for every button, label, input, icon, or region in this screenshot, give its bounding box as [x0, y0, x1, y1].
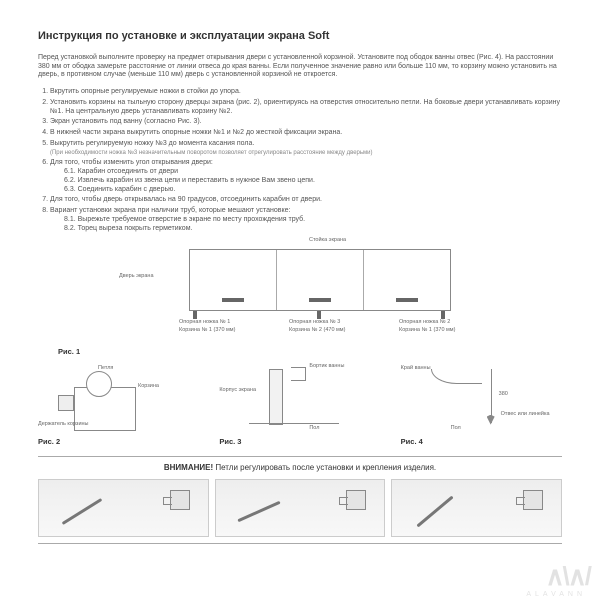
step-8: Вариант установки экрана при наличии тру… — [50, 207, 562, 233]
fig4-l-edge: Край ванны — [401, 365, 431, 372]
step-6-2: 6.2. Извлечь карабин из звена цепи и пер… — [50, 177, 562, 186]
leg-icon — [193, 311, 197, 319]
handle-icon — [309, 298, 331, 302]
fig4-l-dist: 380 — [499, 391, 508, 398]
fig1-leg1: Опорная ножка № 1 — [179, 319, 230, 326]
fig3-l-tub: Бортик ванны — [309, 363, 344, 370]
handle-icon — [222, 298, 244, 302]
step-3: Экран установить под ванну (согласно Рис… — [50, 118, 562, 127]
fig3-floor — [249, 423, 339, 424]
step-8-2: 8.2. Торец выреза покрыть герметиком. — [50, 225, 562, 234]
fig2-bracket — [58, 395, 74, 411]
attention-image-3 — [391, 479, 562, 537]
step-6-3: 6.3. Соединить карабин с дверью. — [50, 186, 562, 195]
hinge-icon — [523, 490, 543, 510]
fig1-door-3 — [364, 250, 450, 310]
step-6-1: 6.1. Карабин отсоединить от двери — [50, 168, 562, 177]
fig2-l-basket: Корзина — [138, 383, 159, 390]
step-5: Выкрутить регулируемую ножку №3 до момен… — [50, 140, 562, 158]
step-7: Для того, чтобы дверь открывалась на 90 … — [50, 196, 562, 205]
leg-icon — [441, 311, 445, 319]
fig1-legs — [189, 311, 449, 319]
step-8-text: Вариант установки экрана при наличии тру… — [50, 207, 290, 214]
watermark-logo: ∧\∧/ — [545, 561, 590, 592]
fig3-tub — [291, 367, 306, 381]
fig4-plumb-line — [491, 369, 492, 423]
screwdriver-icon — [62, 498, 103, 525]
fig4-caption: Рис. 4 — [401, 437, 562, 446]
fig1-door-1 — [190, 250, 277, 310]
figures-row: Петля Корзина Держатель корзины Рис. 2 К… — [38, 365, 562, 446]
step-5-text: Выкрутить регулируемую ножку №3 до момен… — [50, 140, 254, 147]
fig2-l-holder: Держатель корзины — [38, 421, 89, 428]
hinge-icon — [170, 490, 190, 510]
fig2-caption: Рис. 2 — [38, 437, 199, 446]
intro-paragraph: Перед установкой выполните проверку на п… — [38, 54, 562, 80]
step-6-text: Для того, чтобы изменить угол открывания… — [50, 159, 213, 166]
fig4-plumb-weight — [487, 415, 495, 425]
page-title: Инструкция по установке и эксплуатации э… — [38, 30, 562, 44]
fig3-l-body: Корпус экрана — [219, 387, 256, 394]
screwdriver-icon — [237, 501, 280, 522]
attention-image-1 — [38, 479, 209, 537]
handle-icon — [396, 298, 418, 302]
fig2-l-hinge: Петля — [98, 365, 113, 372]
fig4-l-floor: Пол — [451, 425, 461, 432]
attention-strip: ВНИМАНИЕ! Петли регулировать после устан… — [38, 456, 562, 544]
fig1-leg3: Опорная ножка № 2 — [399, 319, 450, 326]
figure-2: Петля Корзина Держатель корзины Рис. 2 — [38, 365, 199, 446]
hinge-icon — [346, 490, 366, 510]
step-1: Вкрутить опорные регулируемые ножки в ст… — [50, 88, 562, 97]
fig1-leg2: Опорная ножка № 3 — [289, 319, 340, 326]
figure-1-area: Стойка экрана Дверь экрана Опорная ножка… — [38, 243, 562, 356]
step-4: В нижней части экрана выкрутить опорные … — [50, 129, 562, 138]
fig2-hinge-circle — [86, 371, 112, 397]
steps-list: Вкрутить опорные регулируемые ножки в ст… — [38, 88, 562, 233]
step-8-1: 8.1. Вырежьте требуемое отверстие в экра… — [50, 216, 562, 225]
attention-image-2 — [215, 479, 386, 537]
fig1-label-top: Стойка экрана — [309, 237, 346, 244]
step-2: Установить корзины на тыльную сторону дв… — [50, 99, 562, 117]
attention-text: Петли регулировать после установки и кре… — [213, 463, 436, 472]
fig1-caption: Рис. 1 — [58, 347, 562, 356]
fig1-basket1: Корзина № 1 (370 мм) — [179, 327, 235, 334]
fig1-label-left: Дверь экрана — [119, 273, 154, 280]
document-page: Инструкция по установке и эксплуатации э… — [0, 0, 600, 554]
attention-label: ВНИМАНИЕ! — [164, 463, 213, 472]
fig3-caption: Рис. 3 — [219, 437, 380, 446]
fig4-tub-edge — [431, 369, 482, 384]
fig1-screen — [189, 249, 451, 311]
step-6: Для того, чтобы изменить угол открывания… — [50, 159, 562, 194]
figure-3: Корпус экрана Бортик ванны Пол Рис. 3 — [219, 365, 380, 446]
step-5-note: (При необходимости ножка №3 незначительн… — [50, 150, 373, 156]
fig1-basket3: Корзина № 1 (370 мм) — [399, 327, 455, 334]
fig4-l-plumb: Отвес или линейка — [501, 411, 550, 418]
screwdriver-icon — [417, 496, 454, 528]
figure-4: Край ванны 380 Отвес или линейка Пол Рис… — [401, 365, 562, 446]
attention-images-row — [38, 479, 562, 537]
watermark-text: ALAVANN — [526, 591, 586, 598]
fig3-l-floor: Пол — [309, 425, 319, 432]
fig1-door-2 — [277, 250, 364, 310]
fig3-panel — [269, 369, 283, 425]
leg-icon — [317, 311, 321, 319]
fig1-basket2: Корзина № 2 (470 мм) — [289, 327, 345, 334]
figure-1: Стойка экрана Дверь экрана Опорная ножка… — [119, 243, 481, 343]
